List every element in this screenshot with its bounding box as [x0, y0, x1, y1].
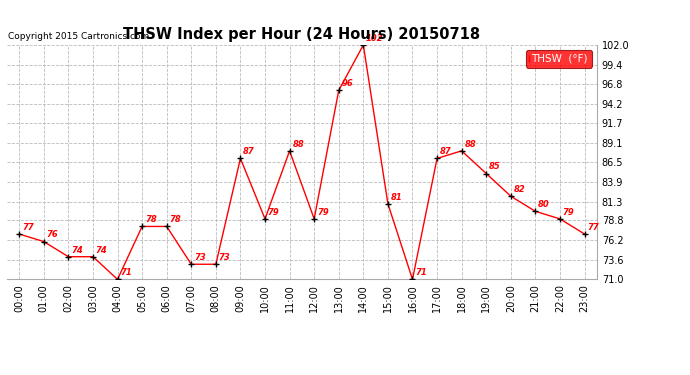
Text: 71: 71 — [120, 268, 132, 277]
Text: 77: 77 — [587, 223, 599, 232]
Text: 78: 78 — [145, 215, 157, 224]
Legend: THSW  (°F): THSW (°F) — [526, 50, 591, 68]
Text: 96: 96 — [342, 79, 353, 88]
Text: 73: 73 — [219, 253, 230, 262]
Text: 87: 87 — [243, 147, 255, 156]
Text: 78: 78 — [170, 215, 181, 224]
Text: 73: 73 — [194, 253, 206, 262]
Text: 87: 87 — [440, 147, 451, 156]
Text: 81: 81 — [391, 193, 402, 202]
Text: 85: 85 — [489, 162, 501, 171]
Text: 88: 88 — [464, 140, 476, 148]
Text: 79: 79 — [317, 208, 328, 217]
Text: 76: 76 — [46, 230, 58, 239]
Text: 79: 79 — [268, 208, 279, 217]
Text: 102: 102 — [366, 34, 384, 43]
Text: 74: 74 — [71, 246, 83, 255]
Text: 80: 80 — [538, 200, 550, 209]
Text: Copyright 2015 Cartronics.com: Copyright 2015 Cartronics.com — [8, 32, 150, 41]
Text: 82: 82 — [513, 185, 525, 194]
Text: 71: 71 — [415, 268, 427, 277]
Title: THSW Index per Hour (24 Hours) 20150718: THSW Index per Hour (24 Hours) 20150718 — [124, 27, 480, 42]
Text: 79: 79 — [563, 208, 575, 217]
Text: 74: 74 — [96, 246, 108, 255]
Text: 88: 88 — [293, 140, 304, 148]
Text: 77: 77 — [22, 223, 34, 232]
